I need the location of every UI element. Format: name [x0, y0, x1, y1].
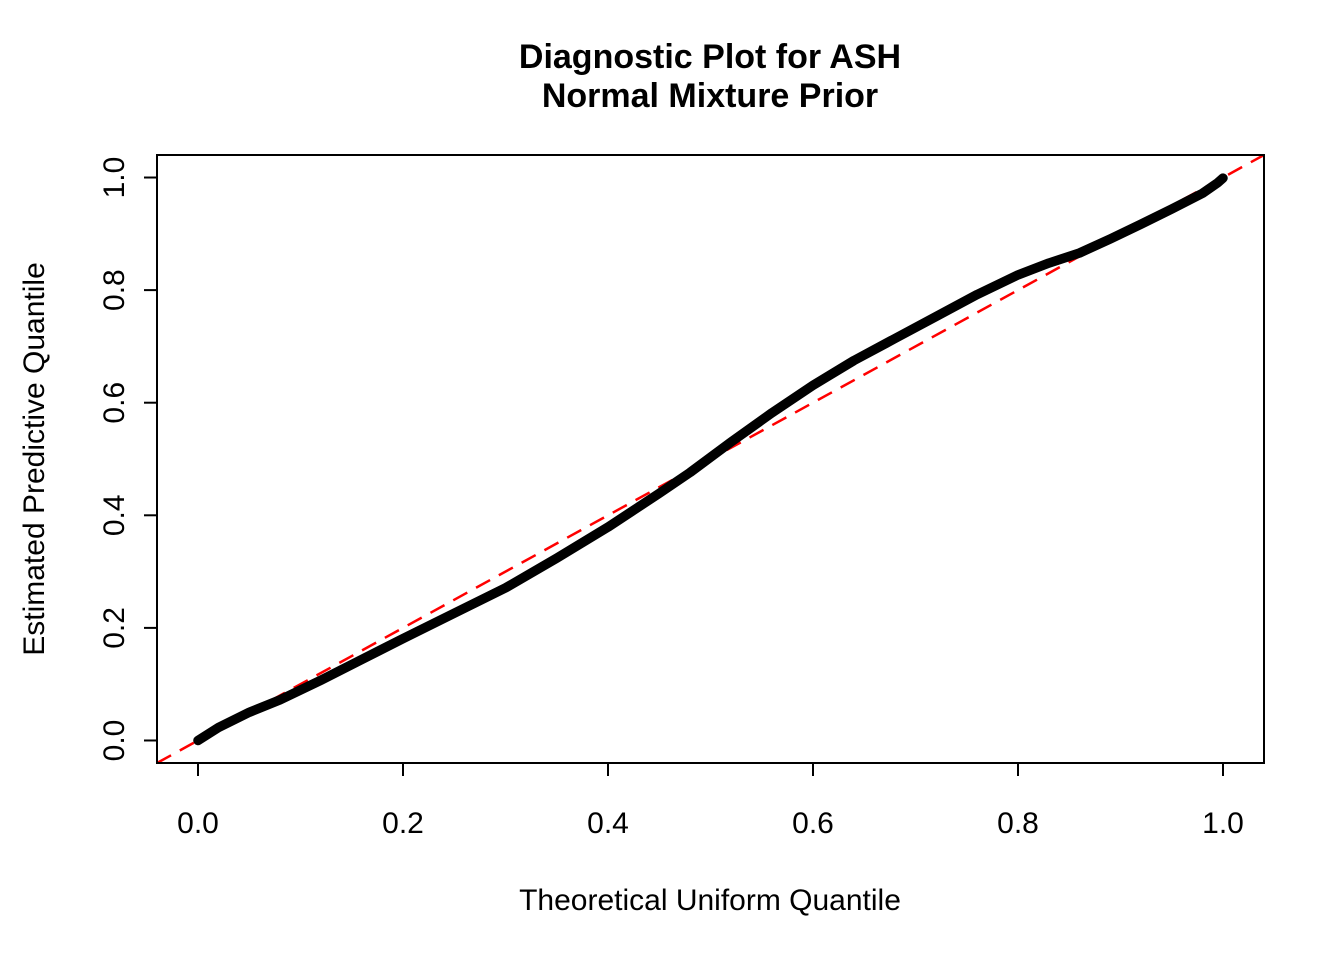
y-tick-label: 0.2 [98, 607, 131, 649]
x-axis-title: Theoretical Uniform Quantile [519, 884, 901, 917]
quantile-curve [193, 173, 1228, 746]
x-tick-label: 0.0 [177, 807, 219, 840]
x-tick-label: 0.8 [997, 807, 1039, 840]
y-tick-label: 0.8 [98, 269, 131, 311]
y-tick-label: 1.0 [98, 157, 131, 199]
plot-frame [156, 154, 1265, 764]
plot-title-line1: Diagnostic Plot for ASH [519, 38, 901, 76]
y-axis-ticks: 0.0 0.2 0.4 0.6 0.8 1.0 [98, 157, 157, 762]
y-tick-label: 0.4 [98, 494, 131, 536]
y-axis-title: Estimated Predictive Quantile [18, 262, 51, 656]
x-tick-label: 0.6 [792, 807, 834, 840]
x-tick-label: 0.4 [587, 807, 629, 840]
plot-title-line2: Normal Mixture Prior [542, 77, 878, 115]
y-tick-label: 0.6 [98, 382, 131, 424]
x-tick-label: 0.2 [382, 807, 424, 840]
y-tick-label: 0.0 [98, 720, 131, 762]
x-axis-ticks: 0.0 0.2 0.4 0.6 0.8 1.0 [177, 763, 1244, 840]
x-tick-label: 1.0 [1202, 807, 1244, 840]
